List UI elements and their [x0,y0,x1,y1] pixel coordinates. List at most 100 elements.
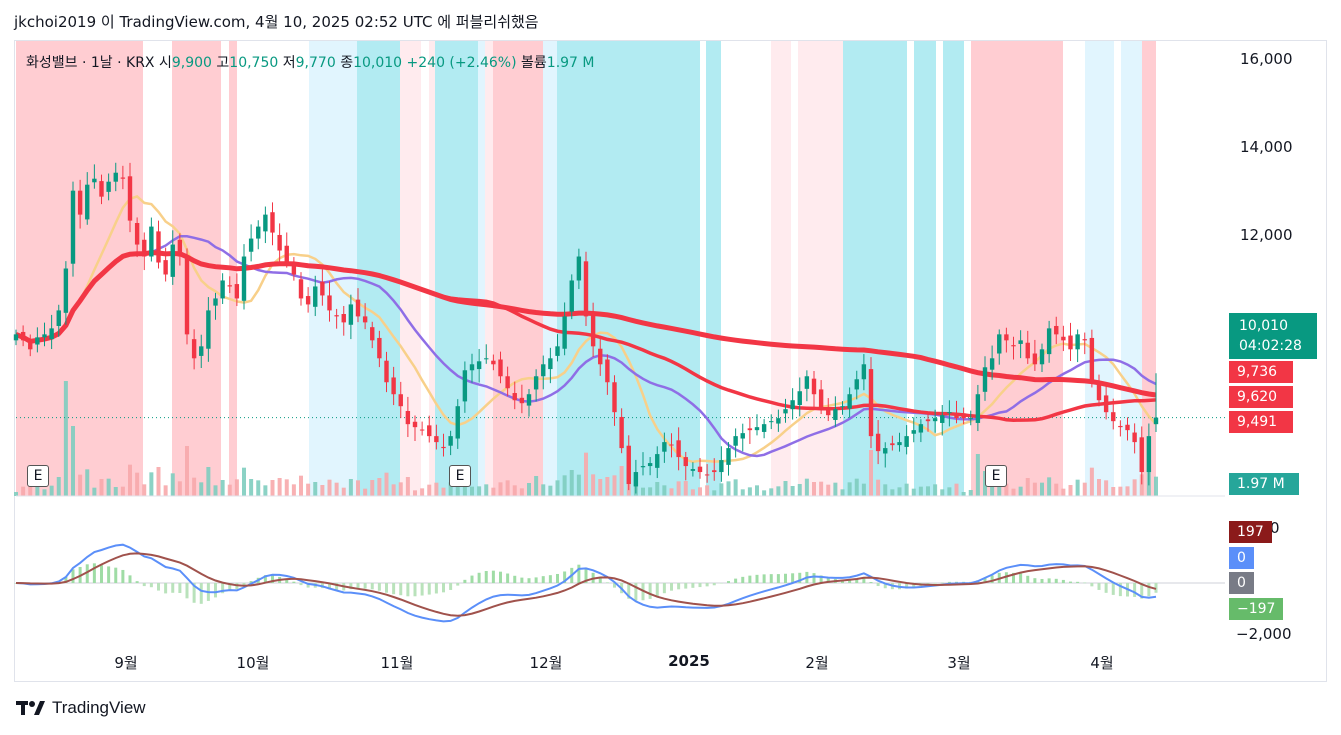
volume-bar [776,486,781,496]
volume-bar [306,483,311,496]
volume-bar [227,484,232,496]
macd-tick-top: 0 [1270,519,1280,537]
earnings-marker-1[interactable]: E [27,465,49,487]
volume-bar [790,486,795,496]
tradingview-footer[interactable]: TradingView [16,698,146,718]
volume-bar [819,481,824,496]
candle [790,388,795,420]
volume-bar [1004,483,1009,496]
volume-bar [448,482,453,496]
time-label-apr: 4월 [1090,654,1114,672]
volume-bar [512,485,517,496]
candle-body [142,239,147,257]
candle [811,370,817,408]
macd-histogram-bar [228,583,232,591]
candle-body [206,310,211,349]
candle [42,322,47,347]
candle [142,232,147,271]
macd-histogram-bar [940,582,944,584]
candle [469,353,475,383]
candle [476,349,482,383]
earnings-marker-2[interactable]: E [449,465,471,487]
candle-body [982,367,988,392]
volume-bar [584,452,588,496]
candle [997,329,1002,365]
macd-histogram-bar [1118,583,1122,597]
volume-bar [149,472,154,496]
volume-bar [876,479,881,496]
candle [797,377,802,417]
candle-body [989,358,995,370]
candle-body [640,466,646,468]
candle-body [612,382,617,413]
ma1-badge: 9,736 [1229,361,1293,383]
macd-histogram-bar [420,583,424,596]
candle-body [1111,412,1116,422]
macd-histogram-bar [548,575,552,583]
candle-body [491,360,496,365]
macd-histogram-bar [442,583,445,593]
macd-histogram-bar [413,583,417,597]
chart-frame[interactable] [14,40,1327,682]
candle-body [548,358,553,370]
candle [313,275,318,317]
candle [305,287,311,313]
open-label: 시 [158,55,172,71]
macd-histogram-bar [1090,583,1094,587]
band-4 [357,41,400,496]
macd-histogram-bar [463,579,467,583]
ma3-badge: 9,491 [1229,411,1293,433]
candle [982,356,988,401]
volume-bar [904,483,909,496]
volume-bar [755,485,759,496]
candle-body [462,370,468,402]
volume-bar [78,474,83,496]
volume-bar [384,472,389,496]
volume-bar [284,479,289,496]
candle-body [669,444,674,446]
candle-body [676,440,681,458]
candle-body [85,184,90,220]
candle-body [1139,437,1144,473]
volume-bar [99,479,104,496]
candle [1096,374,1102,407]
candle-body [1125,424,1130,431]
candle-body [512,393,517,401]
earnings-marker-3[interactable]: E [985,465,1007,487]
macd-histogram-bar [128,575,132,583]
candle [56,304,61,337]
macd-histogram-bar [370,583,374,590]
candle-body [348,304,354,325]
macd-histogram-bar [1012,572,1015,583]
macd-histogram-bar [527,578,531,583]
candle [20,325,26,347]
macd-histogram-bar [506,573,510,583]
macd-histogram-bar [85,564,89,583]
candle [940,405,945,436]
time-label-2025: 2025 [668,652,710,670]
volume-bar [377,478,382,496]
macd-histogram-bar [499,571,502,583]
candle-body [683,457,688,467]
volume-bar [249,479,254,496]
candle-body [633,472,639,487]
macd-histogram-bar [242,583,246,586]
volume-bar [918,486,923,496]
volume-bar [1047,477,1052,496]
candle [1118,420,1123,437]
candle-body [256,226,261,239]
volume-bar [106,478,111,496]
volume-bar [676,481,681,496]
macd-histogram-bar [670,583,673,591]
candle-body [726,448,731,465]
candle-body [362,316,368,323]
candle-body [997,334,1002,354]
macd-histogram-bar [662,583,666,594]
candle-body [77,190,83,215]
volume-bar [1097,479,1101,496]
macd-histogram-bar [727,581,730,583]
candle [77,179,83,229]
volume-bar [990,486,995,496]
macd-histogram-bar [121,569,125,583]
